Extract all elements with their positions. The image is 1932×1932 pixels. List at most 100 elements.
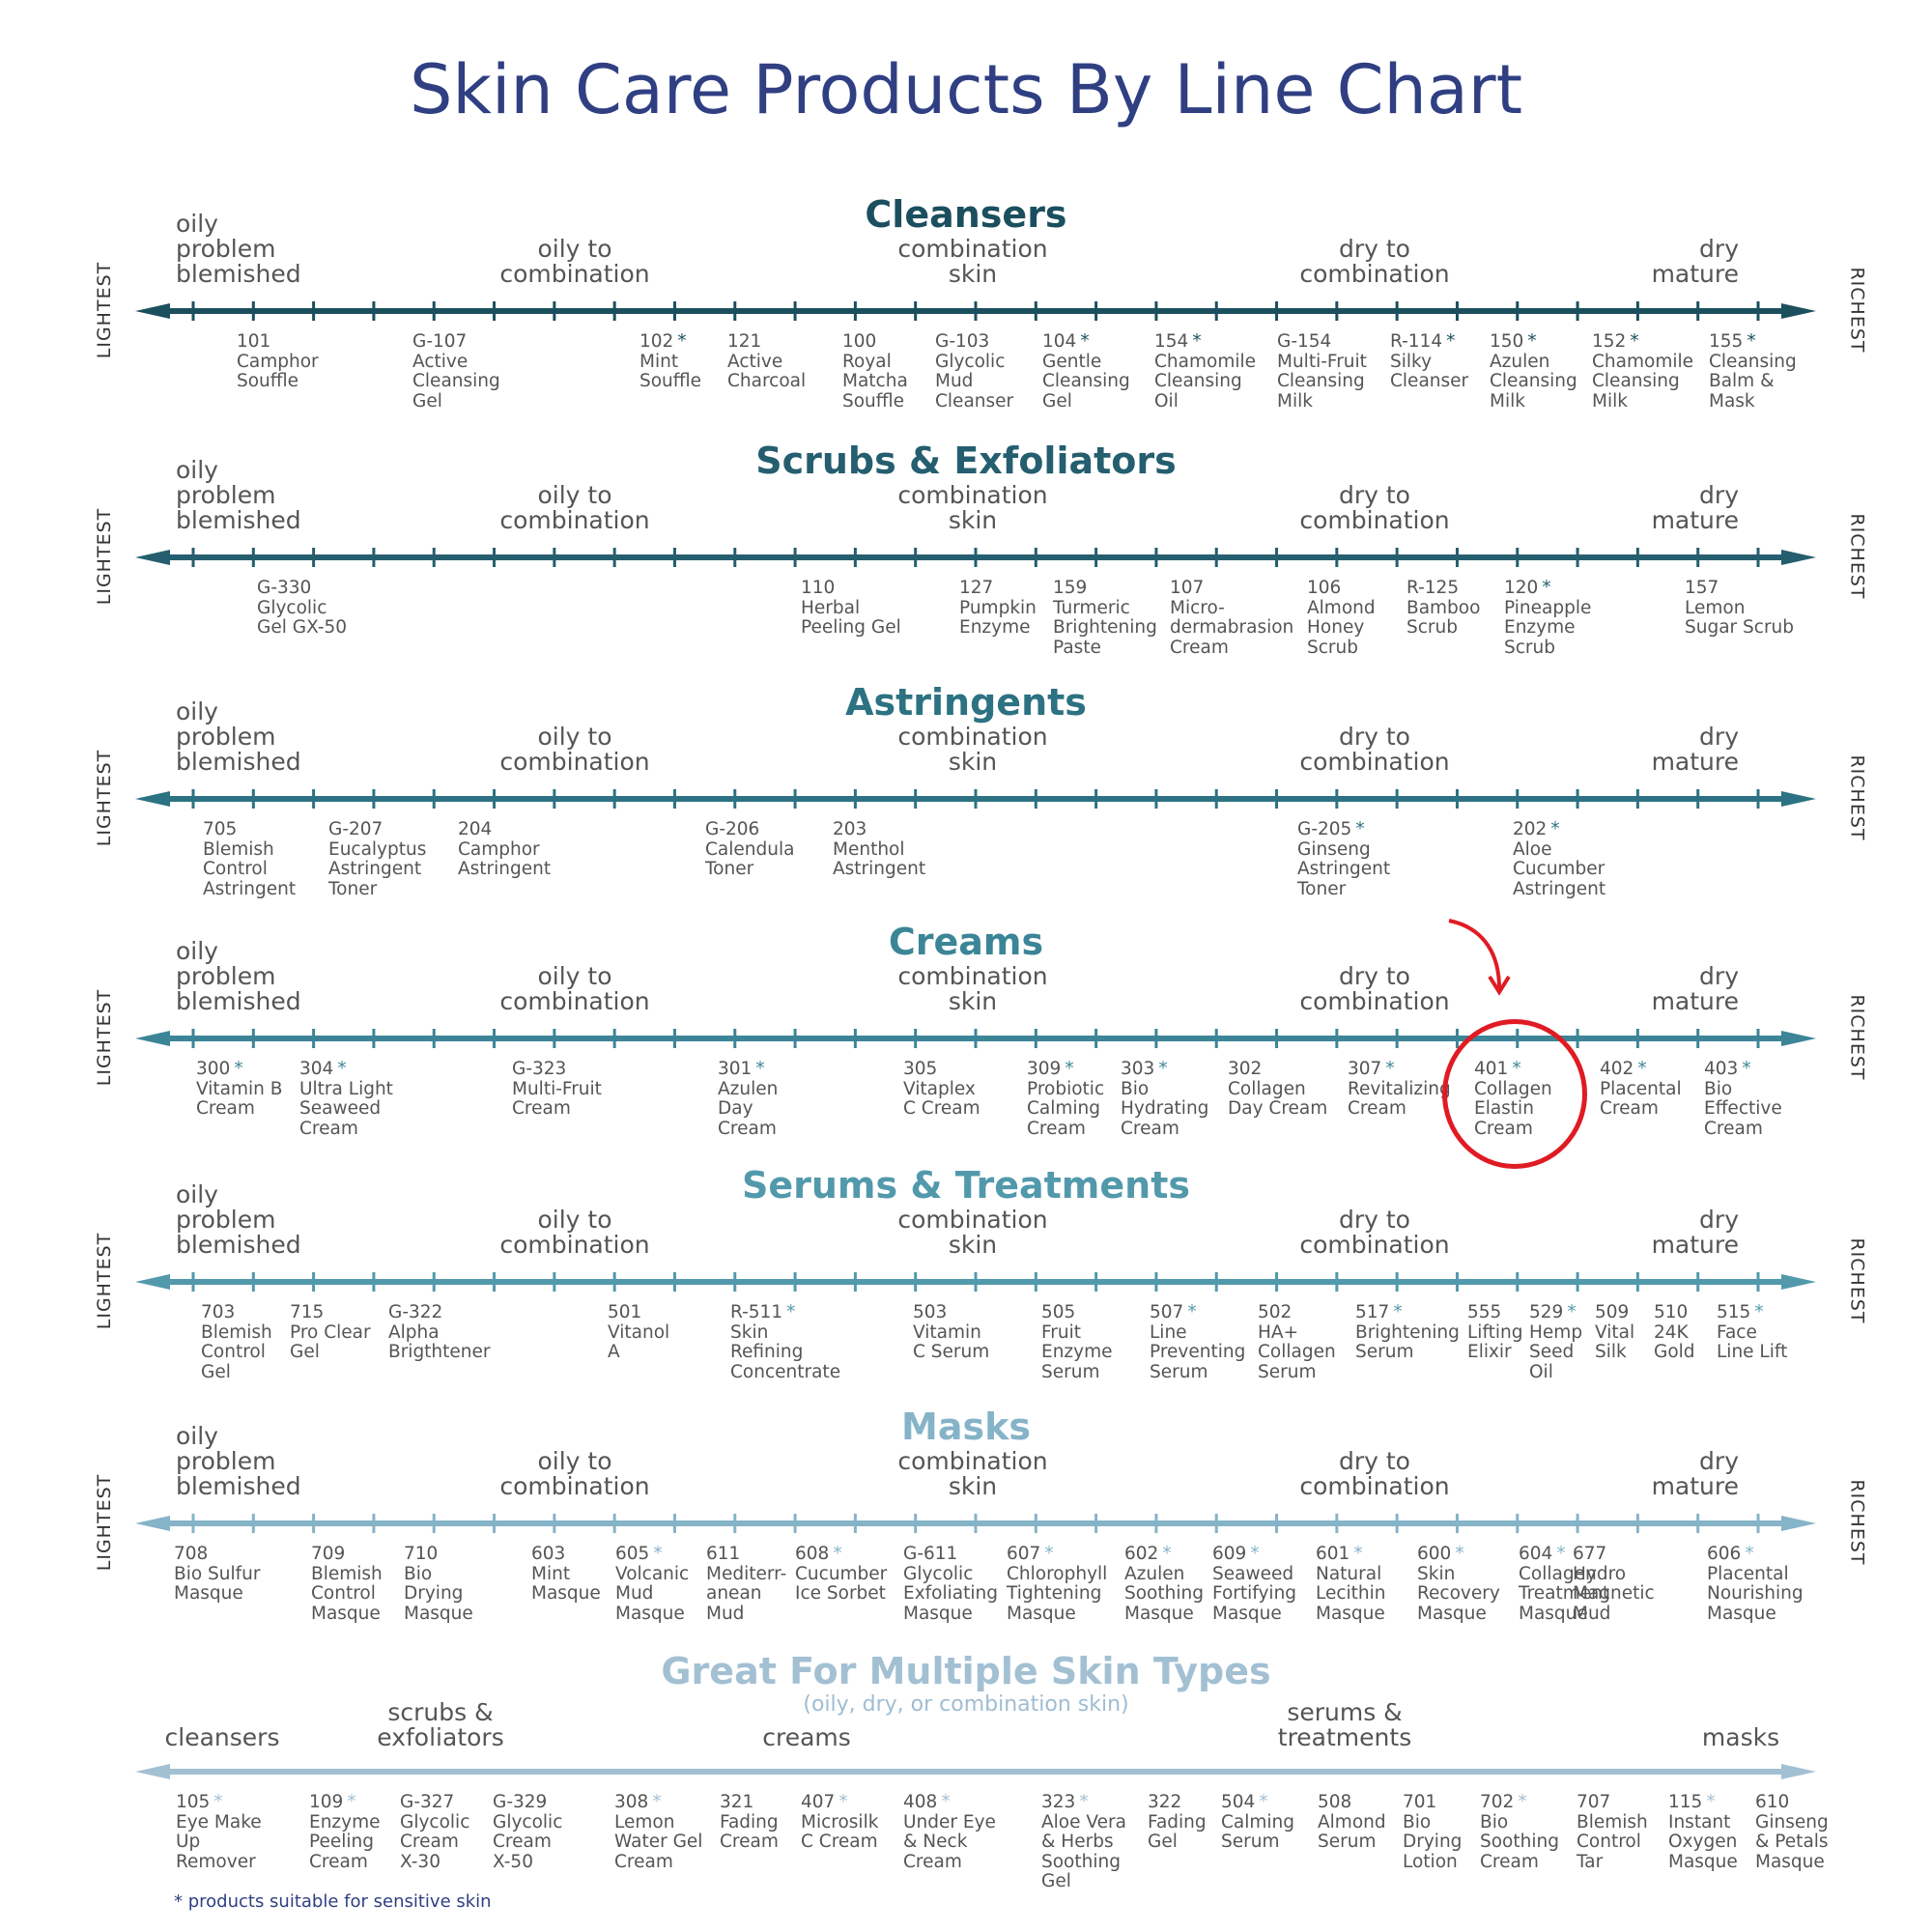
product-name: Vitamin B Cream	[196, 1078, 283, 1119]
product-name: Camphor Astringent	[458, 838, 552, 879]
product-677: 677 Hydro Magnetic Mud	[1573, 1544, 1655, 1624]
product-501: 501 Vitanol A	[608, 1302, 669, 1363]
product-code: 300 *	[196, 1059, 243, 1079]
sensitive-star: *	[677, 331, 687, 352]
product-g-207: G-207 Eucalyptus Astringent Toner	[328, 819, 426, 899]
product-code: 304 *	[299, 1059, 347, 1079]
product-code: G-323	[512, 1059, 567, 1079]
product-code: 607 *	[1007, 1544, 1054, 1564]
sensitive-star: *	[1080, 331, 1090, 352]
product-code: 702 *	[1480, 1792, 1527, 1812]
product-name: Chamomile Cleansing Milk	[1592, 351, 1694, 412]
product-601: 601 * Natural Lecithin Masque	[1316, 1544, 1386, 1624]
product-609: 609 * Seaweed Fortifying Masque	[1212, 1544, 1296, 1624]
product-code: 517 *	[1355, 1302, 1403, 1322]
product-r-511: R-511 * Skin Refining Concentrate	[730, 1302, 840, 1382]
skin-type-oily: oily problem blemished	[176, 937, 301, 1015]
product-code: 104 *	[1042, 331, 1090, 352]
page-title: Skin Care Products By Line Chart	[409, 50, 1523, 129]
product-name: Alpha Brigthtener	[388, 1321, 491, 1362]
sensitive-star: *	[1754, 1302, 1764, 1322]
product-code: 115 *	[1668, 1792, 1716, 1812]
sensitive-star: *	[1079, 1792, 1089, 1812]
product-code: 203	[833, 819, 867, 839]
product-name: Lifting Elixir	[1467, 1321, 1523, 1362]
product-302: 302 Collagen Day Cream	[1228, 1059, 1328, 1120]
product-name: Azulen Day Cream	[718, 1078, 779, 1139]
product-name: HA+ Collagen Serum	[1258, 1321, 1336, 1382]
sensitive-star: *	[1162, 1544, 1172, 1564]
product-604: 604 * Collagen Treatment Masque	[1519, 1544, 1609, 1624]
skin-type-oily: oily problem blemished	[176, 210, 301, 288]
product-name: Collagen Day Cream	[1228, 1078, 1328, 1119]
right-arrowhead	[1781, 1516, 1816, 1531]
sensitive-star: *	[653, 1544, 663, 1564]
product-name: Bamboo Scrub	[1406, 597, 1481, 638]
sensitive-star: *	[1542, 578, 1551, 598]
skin-type-oily-combo: oily to combination	[499, 723, 650, 776]
product-304: 304 * Ultra Light Seaweed Cream	[299, 1059, 393, 1139]
product-name: Fading Cream	[720, 1811, 779, 1852]
sensitive-star: *	[1706, 1792, 1716, 1812]
product-code: 508	[1318, 1792, 1352, 1812]
product-name: Skin Recovery Masque	[1417, 1563, 1500, 1624]
left-arrowhead	[135, 1274, 170, 1290]
product-name: Multi-Fruit Cream	[512, 1078, 602, 1119]
product-code: 110	[801, 578, 836, 598]
product-name: Bio Sulfur Masque	[174, 1563, 261, 1604]
product-115: 115 * Instant Oxygen Masque	[1668, 1792, 1738, 1872]
product-name: Gentle Cleansing Gel	[1042, 351, 1130, 412]
product-name: Vital Silk	[1595, 1321, 1635, 1362]
product-code: R-114 *	[1390, 331, 1456, 352]
scale-line	[135, 1272, 1816, 1292]
product-name: Silky Cleanser	[1390, 351, 1469, 391]
product-name: Cleansing Balm & Mask	[1709, 351, 1797, 412]
product-r-114: R-114 * Silky Cleanser	[1390, 331, 1469, 392]
product-code: 707	[1577, 1792, 1611, 1812]
sensitive-star: *	[941, 1792, 951, 1812]
sensitive-star: *	[1745, 1544, 1754, 1564]
product-name: Micro- dermabrasion Cream	[1170, 597, 1294, 658]
product-code: G-207	[328, 819, 384, 839]
product-505: 505 Fruit Enzyme Serum	[1041, 1302, 1113, 1382]
product-name: Hemp Seed Oil	[1529, 1321, 1583, 1382]
product-code: 204	[458, 819, 493, 839]
product-120: 120 * Pineapple Enzyme Scrub	[1504, 578, 1591, 658]
product-602: 602 * Azulen Soothing Masque	[1124, 1544, 1204, 1624]
product-name: Fruit Enzyme Serum	[1041, 1321, 1113, 1382]
product-code: 701	[1403, 1792, 1437, 1812]
product-159: 159 Turmeric Brightening Paste	[1053, 578, 1157, 658]
product-code: 605 *	[615, 1544, 663, 1564]
product-g-154: G-154 Multi-Fruit Cleansing Milk	[1277, 331, 1367, 412]
product-name: Bio Drying Lotion	[1403, 1811, 1463, 1872]
right-arrowhead	[1781, 1031, 1816, 1046]
product-701: 701 Bio Drying Lotion	[1403, 1792, 1463, 1872]
product-157: 157 Lemon Sugar Scrub	[1685, 578, 1794, 639]
product-code: 106	[1307, 578, 1342, 598]
product-code: 407 *	[801, 1792, 848, 1812]
product-name: Azulen Soothing Masque	[1124, 1563, 1204, 1624]
sensitive-star: *	[337, 1059, 347, 1079]
product-code: G-154	[1277, 331, 1332, 352]
sensitive-star: *	[1518, 1792, 1527, 1812]
product-name: Almond Serum	[1318, 1811, 1386, 1852]
product-code: 100	[842, 331, 877, 352]
skin-type-dry: dry mature	[1651, 962, 1739, 1015]
product-code: G-327	[400, 1792, 455, 1812]
product-code: 501	[608, 1302, 642, 1322]
left-arrowhead	[135, 550, 170, 565]
product-name: Eye Make Up Remover	[176, 1811, 262, 1872]
product-code: R-511 *	[730, 1302, 796, 1322]
product-name: Glycolic Exfoliating Masque	[903, 1563, 998, 1624]
product-name: Almond Honey Scrub	[1307, 597, 1376, 658]
product-name: Turmeric Brightening Paste	[1053, 597, 1157, 658]
product-code: 105 *	[176, 1792, 223, 1812]
product-name: Glycolic Cream X-30	[400, 1811, 470, 1872]
sensitive-star: *	[1355, 819, 1365, 839]
product-name: Ginseng & Petals Masque	[1755, 1811, 1829, 1872]
left-arrowhead	[135, 791, 170, 807]
product-name: Natural Lecithin Masque	[1316, 1563, 1386, 1624]
product-323: 323 * Aloe Vera & Herbs Soothing Gel	[1041, 1792, 1126, 1892]
product-504: 504 * Calming Serum	[1221, 1792, 1294, 1853]
